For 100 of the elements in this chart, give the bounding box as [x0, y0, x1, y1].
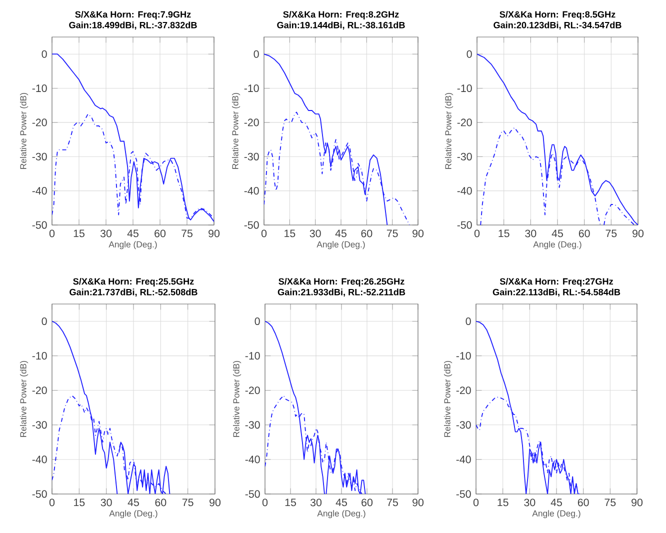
y-tick-label: -40	[244, 187, 259, 195]
y-tick-label: 0	[42, 318, 47, 326]
line-series	[52, 54, 214, 222]
y-axis-title: Relative Power (dB)	[232, 361, 242, 437]
x-tick-label: 45	[127, 230, 138, 238]
y-axis-title: Relative Power (dB)	[444, 93, 454, 169]
y-tick-label: 0	[42, 50, 47, 58]
y-tick-label: -50	[456, 490, 471, 498]
x-tick-label: 75	[182, 498, 194, 506]
y-tick-label: -20	[32, 118, 47, 126]
y-tick-label: -30	[456, 421, 471, 429]
x-tick-label: 30	[310, 498, 322, 506]
y-tick-label: 0	[254, 50, 259, 58]
chart-title: S/X&Ka Horn: Freq:25.5GHz	[73, 278, 194, 286]
y-axis-title: Relative Power (dB)	[444, 361, 452, 437]
y-tick-label: -20	[245, 386, 260, 394]
y-axis-title: Relative Power (dB)	[20, 93, 28, 169]
chart-title: S/X&Ka Horn: Freq:7.9GHz	[75, 10, 191, 20]
x-tick-label: 30	[100, 230, 112, 238]
chart-title: S/X&Ka Horn: Freq:27GHz	[500, 278, 614, 286]
x-tick-label: 45	[550, 498, 562, 506]
y-tick-label: -30	[32, 152, 47, 160]
y-tick-label: 0	[466, 50, 472, 58]
x-tick-label: 75	[604, 498, 616, 506]
x-tick-label: 60	[578, 498, 589, 506]
chart-title: S/X&Ka Horn: Freq:26.25GHz	[278, 278, 404, 286]
x-tick-label: 0	[262, 498, 268, 506]
x-axis-title: Angle (Deg.)	[109, 510, 158, 518]
x-tick-label: 30	[525, 230, 536, 238]
y-tick-label: -30	[244, 152, 259, 160]
y-tick-label: -50	[457, 221, 472, 229]
x-tick-label: 60	[155, 498, 166, 506]
chart-subtitle: Gain:21.933dBi, RL:-52.211dB	[278, 288, 406, 297]
x-tick-label: 75	[387, 498, 398, 506]
x-tick-label: 60	[361, 230, 372, 238]
y-tick-label: -30	[457, 152, 472, 160]
y-tick-label: -10	[245, 352, 260, 360]
x-tick-label: 60	[154, 230, 166, 238]
y-axis-title: Relative Power (dB)	[232, 93, 240, 169]
x-tick-label: 15	[284, 230, 296, 238]
x-tick-label: 90	[632, 498, 643, 506]
y-tick-label: -10	[244, 84, 259, 92]
x-tick-label: 0	[49, 498, 55, 506]
y-tick-label: -50	[244, 221, 259, 229]
x-axis-title: Angle (Deg.)	[317, 510, 366, 518]
y-tick-label: -10	[32, 352, 47, 360]
x-tick-label: 75	[386, 230, 398, 238]
y-tick-label: -40	[32, 187, 47, 195]
x-tick-label: 90	[412, 498, 424, 506]
chart-subtitle: Gain:19.144dBi, RL:-38.161dB	[277, 22, 405, 30]
x-tick-label: 90	[210, 498, 221, 506]
x-axis-title: Angle (Deg.)	[532, 510, 580, 518]
chart-subtitle: Gain:18.499dBi, RL:-37.832dB	[69, 22, 197, 30]
y-tick-label: -50	[32, 490, 47, 498]
chart-title: S/X&Ka Horn: Freq:8.2GHz	[283, 10, 399, 20]
y-tick-label: -20	[32, 386, 47, 394]
y-tick-label: -10	[32, 84, 47, 92]
x-tick-label: 60	[362, 498, 373, 506]
x-tick-label: 45	[335, 230, 346, 238]
y-tick-label: -40	[32, 456, 47, 464]
x-tick-label: 75	[182, 230, 192, 238]
x-tick-label: 15	[498, 230, 510, 238]
x-tick-label: 60	[578, 230, 590, 238]
y-tick-label: -20	[456, 386, 471, 394]
x-tick-label: 0	[261, 230, 267, 238]
x-tick-label: 90	[632, 230, 644, 238]
y-axis-title: Relative Power (dB)	[20, 361, 28, 437]
x-tick-label: 30	[100, 498, 112, 506]
x-tick-label: 75	[606, 230, 617, 238]
x-tick-label: 90	[412, 230, 424, 238]
chart-title: S/X&Ka Horn: Freq:8.5GHz	[500, 10, 616, 20]
chart-subtitle: Gain:20.123dBi, RL:-34.547dB	[494, 22, 622, 30]
y-tick-label: 0	[254, 318, 260, 326]
y-tick-label: -10	[457, 84, 472, 92]
y-tick-label: -10	[456, 352, 471, 360]
x-tick-label: 30	[310, 230, 321, 238]
x-tick-label: 45	[336, 498, 347, 506]
chart-subtitle: Gain:22.113dBi, RL:-54.584dB	[492, 288, 620, 297]
y-tick-label: -50	[32, 221, 47, 229]
x-tick-label: 90	[208, 230, 220, 238]
y-tick-label: -30	[245, 421, 260, 429]
y-tick-label: 0	[466, 318, 471, 326]
x-tick-label: 30	[524, 498, 536, 506]
y-tick-label: -30	[32, 421, 47, 429]
y-tick-label: -20	[457, 118, 472, 126]
y-tick-label: -40	[456, 456, 471, 464]
x-tick-label: 45	[552, 230, 563, 238]
x-tick-label: 15	[74, 230, 84, 238]
x-tick-label: 15	[498, 498, 508, 506]
x-axis-title: Angle (Deg.)	[316, 241, 365, 250]
y-tick-label: -50	[245, 490, 260, 498]
y-tick-label: -40	[457, 187, 472, 195]
x-tick-label: 0	[49, 230, 55, 238]
y-tick-label: -40	[245, 456, 260, 464]
x-tick-label: 15	[74, 498, 85, 506]
x-tick-label: 0	[474, 230, 480, 238]
x-tick-label: 45	[128, 498, 139, 506]
x-axis-title: Angle (Deg.)	[108, 241, 157, 250]
chart-subtitle: Gain:21.737dBi, RL:-52.508dB	[70, 288, 198, 297]
x-tick-label: 15	[285, 498, 296, 506]
